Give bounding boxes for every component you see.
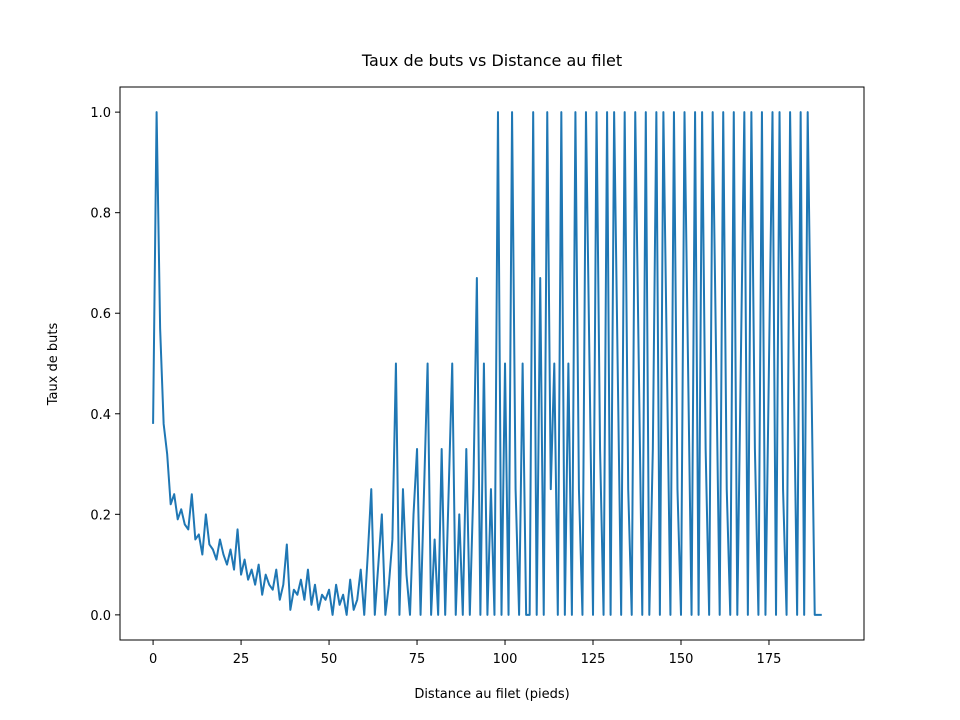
x-tick-label: 125 <box>581 652 606 667</box>
y-tick-label: 0.8 <box>90 207 111 222</box>
x-axis-label: Distance au filet (pieds) <box>414 687 569 702</box>
x-tick-label: 100 <box>493 652 518 667</box>
y-tick-label: 0.6 <box>90 307 111 322</box>
x-tick-label: 75 <box>409 652 426 667</box>
y-tick-label: 0.4 <box>90 408 111 423</box>
y-tick-label: 1.0 <box>90 106 111 121</box>
x-tick-label: 0 <box>149 652 157 667</box>
x-tick-label: 25 <box>233 652 250 667</box>
x-tick-label: 150 <box>669 652 694 667</box>
chart-title: Taux de buts vs Distance au filet <box>361 51 622 70</box>
y-tick-label: 0.0 <box>90 609 111 624</box>
x-tick-label: 50 <box>321 652 338 667</box>
x-tick-label: 175 <box>757 652 782 667</box>
y-axis-label: Taux de buts <box>46 322 61 406</box>
data-line <box>152 111 822 616</box>
y-tick-label: 0.2 <box>90 508 111 523</box>
plot-frame <box>119 86 865 641</box>
